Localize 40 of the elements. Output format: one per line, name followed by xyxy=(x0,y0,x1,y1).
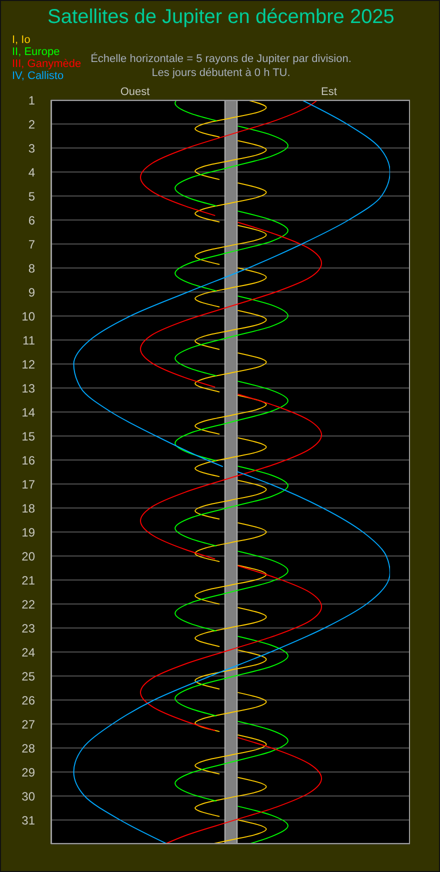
y-tick-label: 23 xyxy=(22,621,36,636)
y-tick-label: 22 xyxy=(22,597,36,612)
y-tick-label: 29 xyxy=(22,765,36,780)
y-tick-label: 12 xyxy=(22,357,36,372)
y-tick-label: 20 xyxy=(22,549,36,564)
text: Échelle horizontale = 5 rayons de Jupiter par division. xyxy=(90,53,352,65)
y-tick-label: 19 xyxy=(22,525,36,540)
text: III, Ganymède xyxy=(12,58,82,70)
text: Les jours débutent à 0 h TU. xyxy=(152,67,290,79)
y-tick-label: 31 xyxy=(22,813,36,828)
text: IV, Callisto xyxy=(12,70,65,82)
text: II, Europe xyxy=(12,46,61,58)
y-tick-label: 1 xyxy=(28,93,36,108)
y-tick-label: 5 xyxy=(28,189,36,204)
y-tick-label: 27 xyxy=(22,717,36,732)
y-tick-label: 17 xyxy=(22,477,36,492)
y-tick-label: 28 xyxy=(22,741,36,756)
y-tick-label: 8 xyxy=(28,261,36,276)
text: I, Io xyxy=(12,34,32,46)
y-tick-label: 13 xyxy=(22,381,36,396)
y-tick-label: 11 xyxy=(22,333,36,348)
text: Ouest xyxy=(119,85,151,99)
y-tick-label: 2 xyxy=(28,117,36,132)
y-tick-label: 7 xyxy=(28,237,36,252)
y-tick-label: 4 xyxy=(28,165,36,180)
y-tick-label: 25 xyxy=(22,669,36,684)
y-tick-label: 18 xyxy=(22,501,36,516)
chart-title: Satellites de Jupiter en décembre 2025 xyxy=(46,5,396,29)
y-tick-label: 10 xyxy=(22,309,36,324)
y-tick-label: 3 xyxy=(28,141,36,156)
y-tick-label: 24 xyxy=(22,645,36,660)
y-tick-label: 6 xyxy=(28,213,36,228)
y-tick-label: 14 xyxy=(22,405,36,420)
y-tick-label: 26 xyxy=(22,693,36,708)
y-tick-label: 21 xyxy=(22,573,36,588)
y-tick-label: 9 xyxy=(28,285,36,300)
text: Est xyxy=(320,85,338,99)
y-tick-label: 30 xyxy=(22,789,36,804)
y-tick-label: 15 xyxy=(22,429,36,444)
y-tick-label: 16 xyxy=(22,453,36,468)
